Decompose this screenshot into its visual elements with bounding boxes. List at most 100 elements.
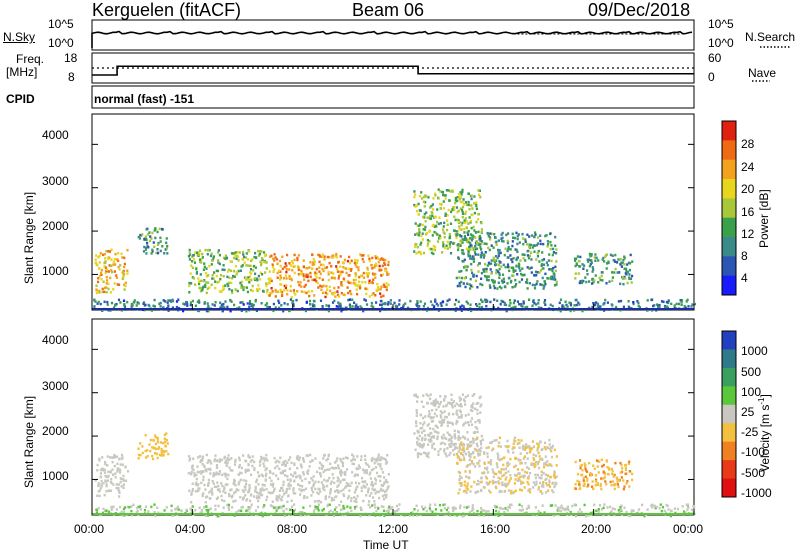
velocity-echo-2 xyxy=(276,496,279,500)
velocity-echo-6 xyxy=(227,503,231,507)
power-echo-7 xyxy=(455,298,458,302)
power-echo-3 xyxy=(374,294,377,297)
power-echo-3 xyxy=(274,288,277,292)
velocity-echo-4 xyxy=(477,490,480,493)
velocity-echo-6 xyxy=(476,509,479,513)
velocity-echo-2 xyxy=(257,495,260,499)
velocity-echo-2 xyxy=(328,468,331,471)
power-echo-3 xyxy=(281,294,284,297)
power-echo-5 xyxy=(507,245,510,249)
power-echo-7 xyxy=(429,300,433,303)
power-echo-5 xyxy=(493,233,496,236)
power-echo-5 xyxy=(535,282,538,286)
velocity-echo-2 xyxy=(324,495,327,499)
velocity-echo-2 xyxy=(356,485,359,488)
power-echo-7 xyxy=(531,304,534,307)
power-echo-7 xyxy=(189,301,192,304)
velocity-echo-6 xyxy=(262,506,265,509)
velocity-echo-2 xyxy=(188,455,191,458)
power-echo-5 xyxy=(472,257,476,261)
power-echo-7 xyxy=(119,301,122,304)
velocity-echo-0 xyxy=(122,483,125,486)
power-echo-5 xyxy=(541,251,544,254)
velocity-echo-2 xyxy=(299,463,302,466)
velocity-echo-3 xyxy=(414,448,417,452)
velocity-echo-4 xyxy=(510,489,513,493)
velocity-echo-2 xyxy=(353,500,356,503)
velocity-echo-6 xyxy=(465,506,469,509)
power-echo-2 xyxy=(220,290,223,293)
power-echo-7 xyxy=(359,305,362,308)
velocity-echo-2 xyxy=(342,457,345,460)
power-echo-4 xyxy=(453,208,456,212)
noise-left-tick-top: 10^5 xyxy=(48,17,74,31)
velocity-echo-4 xyxy=(534,454,538,458)
power-echo-5 xyxy=(462,266,466,269)
power-echo-3 xyxy=(356,259,359,262)
power-echo-5 xyxy=(506,256,509,259)
power-cb-tick-12: 12 xyxy=(741,227,755,241)
power-echo-4 xyxy=(421,232,424,235)
velocity-echo-3 xyxy=(458,396,461,399)
power-echo-0 xyxy=(124,284,127,288)
velocity-echo-0 xyxy=(98,459,101,462)
velocity-echo-6 xyxy=(585,515,588,518)
power-echo-2 xyxy=(188,251,191,255)
power-echo-3 xyxy=(296,258,299,262)
velocity-echo-2 xyxy=(268,476,271,480)
power-echo-7 xyxy=(404,302,407,305)
velocity-echo-5 xyxy=(586,470,589,473)
noise-left-tick-bottom: 10^0 xyxy=(48,36,74,50)
power-echo-0 xyxy=(113,282,116,285)
velocity-echo-2 xyxy=(269,491,272,495)
velocity-echo-0 xyxy=(112,473,115,476)
power-echo-5 xyxy=(496,287,499,290)
velocity-echo-2 xyxy=(261,493,264,497)
power-echo-7 xyxy=(260,302,263,305)
velocity-echo-2 xyxy=(239,495,242,499)
power-echo-5 xyxy=(532,244,535,247)
velocity-echo-4 xyxy=(550,455,554,459)
power-echo-0 xyxy=(98,274,102,278)
velocity-echo-4 xyxy=(514,457,517,460)
velocity-echo-3 xyxy=(464,452,467,456)
velocity-echo-3 xyxy=(428,410,431,413)
velocity-echo-6 xyxy=(397,508,400,511)
velocity-echo-6 xyxy=(105,509,108,513)
velocity-echo-2 xyxy=(215,466,219,470)
power-echo-7 xyxy=(653,304,656,307)
power-echo-4 xyxy=(422,200,425,203)
velocity-echo-2 xyxy=(287,482,290,486)
power-echo-3 xyxy=(382,294,385,298)
power-echo-4 xyxy=(436,240,440,243)
velocity-echo-2 xyxy=(223,455,226,459)
power-echo-7 xyxy=(177,308,180,312)
power-echo-3 xyxy=(350,292,353,296)
power-echo-6 xyxy=(629,262,632,265)
power-echo-4 xyxy=(461,200,464,204)
velocity-echo-0 xyxy=(119,481,122,484)
power-echo-3 xyxy=(347,291,350,295)
power-echo-2 xyxy=(266,290,269,294)
velocity-echo-2 xyxy=(308,481,311,485)
power-echo-4 xyxy=(465,247,469,250)
power-echo-4 xyxy=(477,230,480,234)
power-echo-4 xyxy=(468,207,471,211)
power-echo-5 xyxy=(534,231,537,234)
velocity-echo-2 xyxy=(283,474,287,477)
power-echo-4 xyxy=(427,196,430,199)
velocity-echo-4 xyxy=(486,471,490,474)
velocity-echo-6 xyxy=(557,509,560,512)
power-echo-5 xyxy=(555,283,558,286)
power-echo-6 xyxy=(583,264,586,267)
velocity-echo-6 xyxy=(198,506,201,509)
power-echo-5 xyxy=(546,263,549,267)
power-echo-7 xyxy=(250,304,253,307)
power-echo-6 xyxy=(623,256,626,260)
power-echo-7 xyxy=(292,304,295,308)
velocity-echo-2 xyxy=(373,488,376,492)
power-echo-0 xyxy=(100,273,103,276)
velocity-echo-2 xyxy=(201,456,204,459)
power-echo-2 xyxy=(250,259,253,263)
power-echo-3 xyxy=(270,291,273,295)
